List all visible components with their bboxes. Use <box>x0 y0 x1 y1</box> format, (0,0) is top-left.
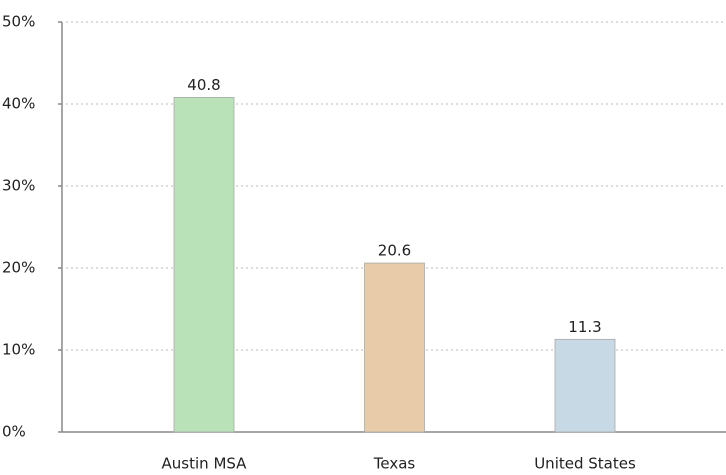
value-label: 40.8 <box>187 76 220 94</box>
x-tick-label: United States <box>534 455 636 473</box>
y-tick-label: 0% <box>2 423 26 441</box>
y-tick-label: 40% <box>2 95 35 113</box>
x-tick-label: Austin MSA <box>162 455 248 473</box>
x-tick-label: Texas <box>373 455 416 473</box>
y-tick-label: 50% <box>2 13 35 31</box>
y-tick-label: 20% <box>2 259 35 277</box>
bar <box>554 338 616 433</box>
value-label: 20.6 <box>378 242 411 260</box>
y-tick-label: 30% <box>2 177 35 195</box>
value-label: 11.3 <box>568 318 601 336</box>
bar <box>364 262 425 433</box>
bar <box>173 97 235 433</box>
y-tick-label: 10% <box>2 341 35 359</box>
